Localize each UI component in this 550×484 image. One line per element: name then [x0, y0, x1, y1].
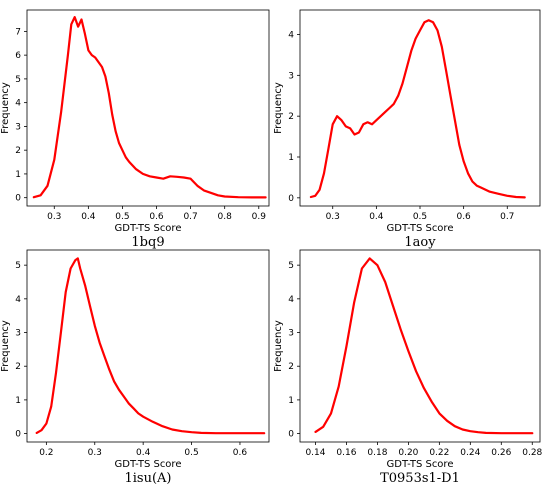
series-line [314, 257, 534, 435]
x-axis-label: GDT-TS Score [387, 459, 454, 470]
y-tick-label: 2 [15, 146, 21, 156]
y-tick-label: 4 [288, 295, 294, 305]
y-tick-label: 0 [15, 430, 21, 440]
y-tick-label: 2 [288, 112, 294, 122]
x-axis-label: GDT-TS Score [115, 223, 182, 234]
x-tick-label: 0.26 [491, 448, 511, 458]
x-tick-label: 0.7 [183, 212, 197, 222]
y-tick-label: 4 [288, 31, 294, 41]
x-tick-label: 0.5 [115, 212, 129, 222]
y-tick-label: 5 [15, 75, 21, 85]
x-tick-label: 0.6 [233, 448, 248, 458]
chart-panel-2: 0.3 0.4 0.5 0.6 0.7 0 1 2 3 4 GDT-TS Score Frequenc… [273, 9, 541, 250]
chart-caption: T0953s1-D1 [380, 471, 460, 484]
x-tick-label: 0.6 [456, 212, 471, 222]
y-tick-label: 1 [288, 153, 294, 163]
y-axis-label: Frequency [0, 82, 11, 134]
y-tick-label: 1 [15, 170, 21, 180]
y-axis-label: Frequency [0, 320, 11, 372]
x-tick-label: 0.6 [149, 212, 164, 222]
plot-frame [26, 249, 270, 443]
x-tick-label: 0.22 [429, 448, 449, 458]
y-tick-label: 3 [288, 71, 294, 81]
chart-panel-3: 0.2 0.3 0.4 0.5 0.6 0 1 2 3 4 5 GDT-TS Score Frequen… [0, 249, 270, 484]
x-tick-label: 0.24 [460, 448, 480, 458]
x-tick-label: 0.28 [522, 448, 542, 458]
y-tick-label: 0 [288, 430, 294, 440]
chart-caption: 1aoy [404, 235, 436, 250]
x-tick-label: 0.9 [252, 212, 267, 222]
y-tick-label: 3 [288, 329, 294, 339]
y-tick-label: 3 [15, 329, 21, 339]
x-tick-label: 0.14 [305, 448, 325, 458]
y-tick-label: 4 [15, 99, 21, 109]
plot-frame [299, 9, 541, 207]
x-axis-label: GDT-TS Score [387, 223, 454, 234]
x-tick-label: 0.2 [39, 448, 53, 458]
series-line [309, 19, 526, 199]
y-tick-label: 2 [15, 362, 21, 372]
chart-caption: 1isu(A) [124, 471, 171, 484]
plot-frame [299, 249, 541, 443]
y-tick-label: 0 [288, 194, 294, 204]
x-tick-label: 0.4 [136, 448, 151, 458]
series-line [35, 257, 266, 435]
x-tick-label: 0.3 [47, 212, 61, 222]
x-tick-label: 0.5 [413, 212, 427, 222]
x-tick-label: 0.7 [500, 212, 514, 222]
x-tick-label: 0.8 [218, 212, 233, 222]
x-tick-label: 0.16 [336, 448, 356, 458]
x-axis-label: GDT-TS Score [115, 459, 182, 470]
y-tick-label: 3 [15, 122, 21, 132]
x-tick-label: 0.4 [81, 212, 96, 222]
chart-panel-1: 0.3 0.4 0.5 0.6 0.7 0.8 0.9 0 1 2 3 4 5 6 7 GDT-TS Scor… [0, 9, 270, 250]
x-tick-label: 0.20 [398, 448, 418, 458]
y-tick-label: 5 [15, 261, 21, 271]
series-line [32, 16, 267, 199]
y-tick-label: 0 [15, 194, 21, 204]
y-axis-label: Frequency [273, 82, 284, 134]
y-tick-label: 4 [15, 295, 21, 305]
chart-panel-4: 0.14 0.16 0.18 0.20 0.22 0.24 0.26 0.28 0 1 2 3 4 5 GD… [273, 249, 543, 484]
y-axis-label: Frequency [273, 320, 284, 372]
plot-frame [26, 9, 270, 207]
chart-caption: 1bq9 [131, 235, 164, 250]
x-tick-label: 0.3 [326, 212, 340, 222]
x-tick-label: 0.3 [88, 448, 102, 458]
y-tick-label: 2 [288, 362, 294, 372]
y-tick-label: 6 [15, 51, 21, 61]
y-tick-label: 7 [15, 27, 21, 37]
x-tick-label: 0.5 [184, 448, 198, 458]
x-tick-label: 0.18 [367, 448, 387, 458]
y-tick-label: 1 [288, 396, 294, 406]
y-tick-label: 1 [15, 396, 21, 406]
y-tick-label: 5 [288, 261, 294, 271]
x-tick-label: 0.4 [369, 212, 384, 222]
